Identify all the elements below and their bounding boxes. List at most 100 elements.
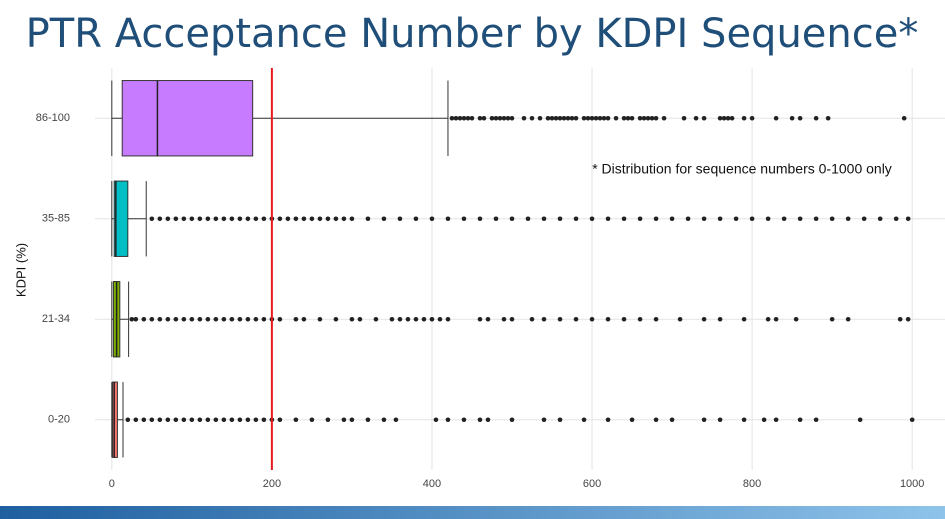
outlier (677, 316, 683, 322)
outlier (557, 216, 563, 222)
outlier (605, 216, 611, 222)
outlier (813, 216, 819, 222)
outlier (573, 216, 579, 222)
outlier (597, 115, 603, 121)
outlier (293, 216, 299, 222)
outlier (397, 216, 403, 222)
outlier (645, 115, 651, 121)
outlier (501, 316, 507, 322)
outlier (245, 417, 251, 423)
x-tick-label: 1000 (900, 478, 924, 490)
outlier (277, 316, 283, 322)
x-tick-label: 0 (109, 478, 115, 490)
outlier (717, 115, 723, 121)
outlier (653, 316, 659, 322)
outlier (509, 417, 515, 423)
outlier (829, 216, 835, 222)
outlier (445, 316, 451, 322)
outlier (181, 316, 187, 322)
outlier (505, 115, 511, 121)
outlier (461, 115, 467, 121)
outlier (545, 115, 551, 121)
outlier (349, 216, 355, 222)
outlier (813, 417, 819, 423)
outlier (325, 216, 331, 222)
outlier (701, 216, 707, 222)
outlier (585, 115, 591, 121)
outlier (413, 216, 419, 222)
outlier (857, 417, 863, 423)
outlier (581, 417, 587, 423)
outlier (261, 417, 267, 423)
outlier (157, 216, 163, 222)
outlier (469, 115, 475, 121)
outlier (245, 316, 251, 322)
outlier (485, 417, 491, 423)
outlier (557, 115, 563, 121)
outlier (601, 115, 607, 121)
outlier (509, 316, 515, 322)
outlier (893, 216, 899, 222)
outlier (437, 316, 443, 322)
annotation: * Distribution for sequence numbers 0-10… (592, 161, 892, 177)
outlier (789, 115, 795, 121)
outlier (701, 316, 707, 322)
outlier (509, 216, 515, 222)
outlier (653, 216, 659, 222)
box (113, 180, 129, 257)
outlier (197, 216, 203, 222)
outlier (309, 216, 315, 222)
outlier (477, 216, 483, 222)
outlier (301, 316, 307, 322)
outlier (845, 316, 851, 322)
outlier (277, 216, 283, 222)
outlier (701, 115, 707, 121)
footer-bar (0, 506, 945, 519)
outlier (905, 216, 911, 222)
outlier (637, 216, 643, 222)
y-tick-label: 86-100 (36, 112, 70, 124)
outlier (237, 216, 243, 222)
outlier (605, 115, 611, 121)
outlier (181, 216, 187, 222)
outlier (213, 417, 219, 423)
outlier (461, 216, 467, 222)
outlier (773, 417, 779, 423)
outlier (365, 216, 371, 222)
outlier (405, 316, 411, 322)
outlier (749, 115, 755, 121)
outlier (537, 115, 543, 121)
outlier (813, 115, 819, 121)
outlier (653, 115, 659, 121)
outlier (317, 216, 323, 222)
outlier (541, 417, 547, 423)
outlier (457, 115, 463, 121)
outlier (573, 115, 579, 121)
outlier (765, 316, 771, 322)
outlier (421, 316, 427, 322)
outlier (765, 216, 771, 222)
outlier (221, 216, 227, 222)
outlier (733, 216, 739, 222)
outlier (729, 115, 735, 121)
outlier (465, 115, 471, 121)
outlier (261, 216, 267, 222)
outlier (197, 417, 203, 423)
outlier (477, 316, 483, 322)
outlier (205, 316, 211, 322)
outlier (245, 216, 251, 222)
outlier (373, 316, 379, 322)
outlier (781, 216, 787, 222)
outlier (525, 216, 531, 222)
outlier (149, 417, 155, 423)
outlier (529, 115, 535, 121)
outlier (605, 417, 611, 423)
outlier (229, 316, 235, 322)
outlier (429, 216, 435, 222)
outlier (461, 417, 467, 423)
outlier (229, 216, 235, 222)
outlier (189, 417, 195, 423)
outlier (661, 115, 667, 121)
outlier (725, 115, 731, 121)
